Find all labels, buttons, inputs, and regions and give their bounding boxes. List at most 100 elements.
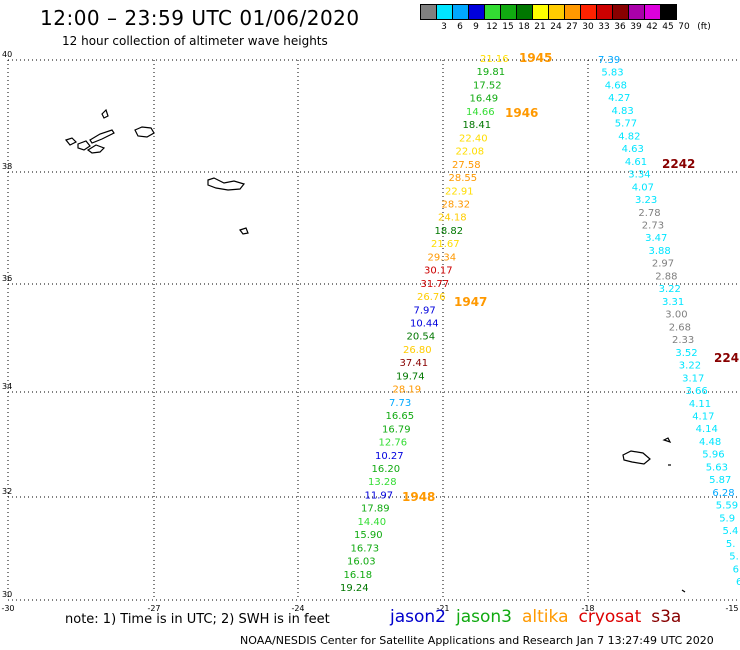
swh-value: 5.83 [601, 68, 623, 79]
swh-value: 6 [733, 564, 739, 575]
swh-value: 17.52 [473, 81, 502, 92]
swh-value: 2.97 [652, 259, 674, 270]
swh-value: 28.19 [393, 385, 422, 396]
lat-label: 30 [2, 590, 12, 599]
swh-value: 6.28 [712, 488, 734, 499]
swh-value: 3.31 [662, 297, 684, 308]
swh-value: 2.33 [672, 335, 694, 346]
swh-value: 2.68 [669, 322, 691, 333]
swh-value: 2.78 [638, 208, 660, 219]
scale-label: 6 [457, 22, 463, 32]
island-pico [86, 144, 106, 154]
island-sao-jorge [89, 129, 115, 144]
pass-time-label: 224 [714, 351, 739, 365]
swh-value: 10.27 [375, 451, 404, 462]
swh-value: 3.17 [682, 373, 704, 384]
color-scale-labels: 3 6 9 12 15 18 21 24 27 30 33 36 39 42 45 70 (ft) [420, 22, 740, 34]
island-terceira [134, 126, 155, 138]
swh-value: 15.90 [354, 530, 383, 541]
footer-credit: NOAA/NESDIS Center for Satellite Applica… [240, 634, 714, 647]
lon-label: -15 [725, 604, 738, 613]
swh-value: 4.14 [696, 424, 718, 435]
swh-value: 7.39 [598, 55, 620, 66]
swh-value: 26.76 [417, 292, 446, 303]
pass-time-label: 1948 [402, 490, 435, 504]
scale-label: 45 [662, 22, 674, 32]
lon-label: -21 [436, 604, 449, 613]
swh-value: 4.82 [618, 131, 640, 142]
swh-value: 11.97 [365, 490, 394, 501]
swh-value: 2.73 [642, 221, 664, 232]
swh-value: 4.48 [699, 437, 721, 448]
lon-label: -27 [147, 604, 160, 613]
swh-value: 22.08 [456, 147, 485, 158]
swh-value: 31.77 [421, 279, 450, 290]
satellite-jason3: jason3 [456, 607, 512, 627]
island-porto-santo [662, 437, 672, 444]
satellite-s3a: s3a [651, 607, 682, 627]
swh-value: 12.76 [379, 438, 408, 449]
pass-time-label: 1945 [519, 51, 552, 65]
satellite-legend: jason2 jason3 altika cryosat s3a [390, 607, 681, 627]
swh-value: 5.77 [615, 119, 637, 130]
swh-value: 7.73 [389, 398, 411, 409]
satellite-jason2: jason2 [390, 607, 446, 627]
swh-value: 16.03 [347, 557, 376, 568]
swh-value: 5.9 [719, 513, 735, 524]
swh-value: 3.34 [628, 170, 650, 181]
coastlines [64, 108, 686, 593]
swh-value: 3.47 [645, 233, 667, 244]
swh-value: 13.28 [368, 477, 397, 488]
scale-label: 12 [486, 22, 498, 32]
swh-value: 20.54 [407, 332, 436, 343]
satellite-altika: altika [522, 607, 569, 627]
page-subtitle: 12 hour collection of altimeter wave hei… [62, 34, 328, 48]
swh-value: 22.91 [445, 186, 474, 197]
color-scale-bar [420, 4, 677, 20]
swh-value: 28.32 [442, 200, 471, 211]
altimeter-track-east: 7.39 5.83 4.684.27 4.83 5.774.82 4.63 4.61 3.34… [598, 55, 740, 588]
swh-value: 5.63 [706, 462, 728, 473]
swh-value: 5.96 [702, 450, 724, 461]
swh-value: 18.41 [463, 120, 492, 131]
islet-2 [681, 589, 686, 593]
scale-label: 3 [441, 22, 447, 32]
swh-value: 7.97 [414, 305, 436, 316]
swh-value: 2.88 [655, 271, 677, 282]
altimeter-track-west: 21.16 19.81 17.52 16.49 14.66 18.41 22.40 22.08… [340, 54, 509, 594]
pass-time-label: 1946 [505, 106, 538, 120]
pass-time-label: 2242 [662, 157, 695, 171]
scale-label: 36 [614, 22, 626, 32]
swh-value: 4.83 [612, 106, 634, 117]
pass-time-labels: 1945 1946 1947 1948 2242 224 [402, 51, 739, 504]
swh-value: 3.00 [665, 310, 687, 321]
swh-value: 5. [729, 552, 739, 563]
lat-label: 36 [2, 274, 12, 283]
page-title: 12:00 – 23:59 UTC 01/06/2020 [40, 6, 360, 30]
swh-value: 4.61 [625, 157, 647, 168]
scale-label: 27 [566, 22, 578, 32]
scale-label: 15 [502, 22, 514, 32]
scale-label: 21 [534, 22, 546, 32]
swh-value: 30.17 [424, 266, 453, 277]
swh-value: 3.23 [635, 195, 657, 206]
pass-time-label: 1947 [454, 295, 487, 309]
swh-value: 27.58 [452, 160, 481, 171]
swh-value: 16.18 [344, 570, 373, 581]
swh-value: 4.11 [689, 399, 711, 410]
swh-value: 16.73 [351, 543, 380, 554]
swh-value: 21.67 [431, 239, 460, 250]
swh-value: 3.88 [649, 246, 671, 257]
scale-label: 18 [518, 22, 530, 32]
lon-label: -24 [291, 604, 304, 613]
swh-value: 24.18 [438, 213, 467, 224]
swh-value: 5.87 [709, 475, 731, 486]
swh-value: 16.49 [470, 94, 499, 105]
swh-value: 16.79 [382, 424, 411, 435]
island-corvo [64, 137, 78, 146]
island-madeira [622, 450, 651, 465]
satellite-cryosat: cryosat [578, 607, 642, 627]
swh-value: 5.4 [723, 526, 739, 537]
swh-value: 14.40 [358, 517, 387, 528]
